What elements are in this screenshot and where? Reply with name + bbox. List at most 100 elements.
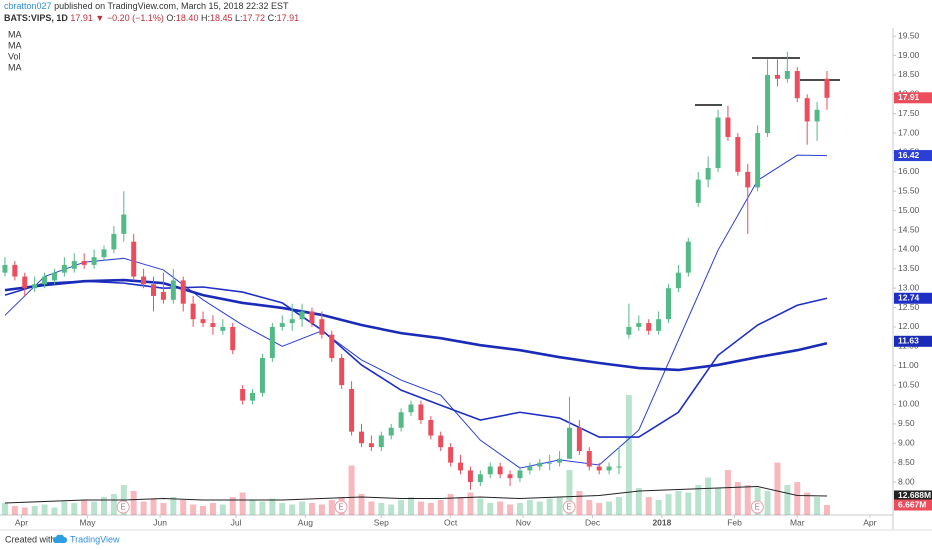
candle-body [22, 276, 28, 289]
candle-body [240, 388, 246, 401]
candle-body [101, 249, 107, 258]
candle-body [61, 264, 67, 273]
candle-body [42, 276, 48, 285]
candle-body [329, 334, 335, 358]
candle-body [487, 466, 493, 475]
y-tick-label: 10.50 [898, 379, 920, 389]
y-tick-label: 9.50 [898, 418, 915, 428]
volume-bar [437, 500, 444, 515]
volume-bar [625, 395, 632, 515]
candle-body [765, 74, 771, 134]
volume-bar [190, 504, 197, 515]
volume-bar [794, 482, 801, 515]
volume-bar [150, 498, 157, 515]
axis-value-box [894, 499, 932, 511]
candle-body [497, 466, 503, 475]
volume-bar [81, 500, 88, 515]
earnings-marker [750, 500, 764, 514]
candle-body [675, 272, 681, 289]
volume-bar [685, 492, 692, 515]
candle-body [220, 326, 226, 331]
axis-value-label: 12.688M [898, 490, 931, 500]
volume-bar [606, 501, 613, 515]
volume-bar [526, 500, 533, 515]
volume-bar [408, 497, 415, 515]
axis-value-box [894, 490, 932, 502]
candle-body [131, 241, 137, 277]
footer-text: Created with [5, 534, 56, 544]
candle-body [151, 284, 157, 296]
candle-body [349, 388, 355, 432]
candle-body [160, 292, 166, 300]
volume-bar [477, 498, 484, 515]
volume-bar [744, 485, 751, 515]
y-tick-label: 19.50 [898, 30, 920, 40]
earnings-label: E [755, 503, 760, 512]
x-tick-label: May [79, 517, 96, 527]
candle-body [814, 109, 820, 122]
candle-body [626, 326, 632, 335]
volume-bar [814, 497, 821, 515]
candle-body [180, 280, 186, 304]
volume-bar [61, 501, 68, 515]
volume-bar [675, 491, 682, 515]
volume-bar [160, 503, 167, 515]
candle-body [71, 261, 77, 269]
volume-bar [249, 500, 256, 515]
candle-body [636, 323, 642, 327]
candle-body [735, 136, 741, 172]
volume-bar [467, 492, 474, 515]
axis-value-label: 6.667M [898, 499, 926, 509]
volume-bar [566, 470, 573, 515]
volume-bar [556, 497, 563, 515]
ohlc-label: L: [235, 13, 243, 23]
candle-body [824, 78, 830, 98]
earnings-marker [334, 500, 348, 514]
ohlc-value: 18.40 [176, 13, 199, 23]
volume-bar [1, 503, 8, 515]
volume-bar [368, 501, 375, 515]
candle-body [32, 284, 38, 289]
volume-bar [497, 501, 504, 515]
candle-body [458, 462, 464, 471]
y-tick-label: 12.50 [898, 302, 920, 312]
volume-bar [318, 504, 325, 515]
candle-body [557, 458, 563, 463]
volume-bar [348, 465, 355, 515]
legend-item: MA [8, 40, 22, 50]
candle-body [2, 264, 8, 273]
candle-body [438, 435, 444, 448]
volume-bar [516, 503, 523, 515]
volume-bar [596, 503, 603, 515]
axis-value-box [894, 150, 932, 162]
x-tick-label: Apr [15, 517, 28, 527]
ohlc-label: C: [268, 13, 277, 23]
x-tick-label: Apr [863, 517, 876, 527]
volume-bar [279, 503, 286, 515]
candle-body [418, 404, 424, 421]
y-tick-label: 9.00 [898, 438, 915, 448]
candle-body [210, 323, 216, 327]
candle-body [566, 427, 572, 459]
candle-body [398, 412, 404, 428]
x-tick-label: Oct [444, 517, 458, 527]
volume-bar [823, 505, 830, 515]
volume-bar [398, 500, 405, 515]
published: published on TradingView.com, March 15, … [54, 1, 289, 11]
candle-body [616, 466, 622, 468]
volume-bar [259, 501, 266, 515]
brand-logo [53, 534, 67, 543]
volume-bar [110, 494, 117, 515]
candle-body [170, 280, 176, 300]
candle-body [467, 470, 473, 483]
volume-bar [328, 500, 335, 515]
candle-body [378, 435, 384, 448]
volume-bar [130, 491, 137, 515]
volume-bar [417, 501, 424, 515]
volume-bar [586, 500, 593, 515]
volume-bar [645, 497, 652, 515]
volume-bar [31, 506, 38, 515]
author: cbratton027 [4, 1, 52, 11]
y-tick-label: 18.50 [898, 69, 920, 79]
